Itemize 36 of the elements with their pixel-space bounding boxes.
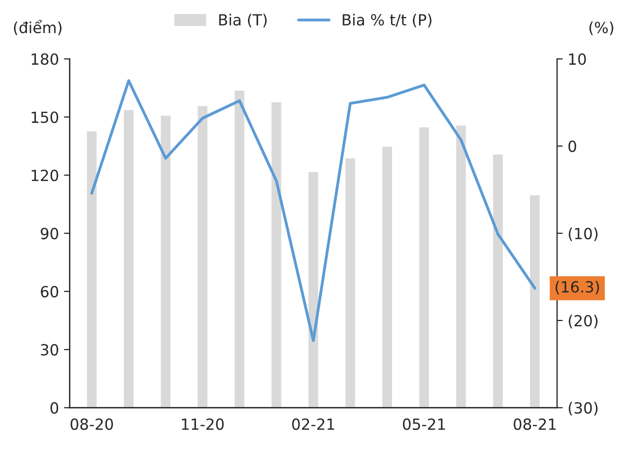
bar bbox=[454, 124, 468, 408]
bar bbox=[418, 126, 430, 408]
y2-tick-label: 10 bbox=[569, 53, 586, 65]
y2-tick-label: (20) bbox=[568, 314, 598, 328]
x-tick-label: 08-20 bbox=[70, 418, 113, 430]
legend-label: Bia % t/t (P) bbox=[342, 14, 432, 28]
x-tick-label: 02-21 bbox=[292, 418, 334, 430]
legend-label: Bia (T) bbox=[219, 14, 267, 28]
bar bbox=[86, 130, 98, 408]
bar bbox=[492, 153, 504, 408]
y2-tick-label: (30) bbox=[568, 402, 598, 416]
y-tick-label: 30 bbox=[40, 344, 58, 356]
y-tick-label: 90 bbox=[40, 228, 58, 240]
bar bbox=[307, 170, 320, 408]
bar bbox=[122, 108, 135, 408]
bar bbox=[380, 145, 394, 408]
y-tick-label: 120 bbox=[32, 170, 58, 182]
line-series bbox=[90, 79, 536, 342]
bar bbox=[270, 100, 283, 408]
y2-axis-title: (%) bbox=[589, 21, 614, 36]
bar bbox=[528, 194, 542, 408]
y-tick-label: 60 bbox=[40, 286, 58, 298]
bar bbox=[196, 104, 209, 408]
bar bbox=[233, 89, 246, 408]
data-label: (16.3) bbox=[556, 280, 599, 294]
x-tick-label: 11-20 bbox=[182, 418, 224, 430]
x-tick-label: 05-21 bbox=[402, 418, 445, 430]
y2-tick-label: (10) bbox=[568, 228, 598, 242]
bar bbox=[344, 157, 356, 408]
bar bbox=[159, 114, 172, 408]
y-tick-label: 180 bbox=[32, 53, 58, 65]
y-tick-label: 150 bbox=[32, 111, 58, 124]
y-tick-label: 0 bbox=[50, 402, 58, 414]
x-tick-label: 08-21 bbox=[514, 418, 556, 430]
y-axis-title: (điểm) bbox=[14, 20, 62, 36]
y2-tick-label: 0 bbox=[568, 140, 576, 152]
